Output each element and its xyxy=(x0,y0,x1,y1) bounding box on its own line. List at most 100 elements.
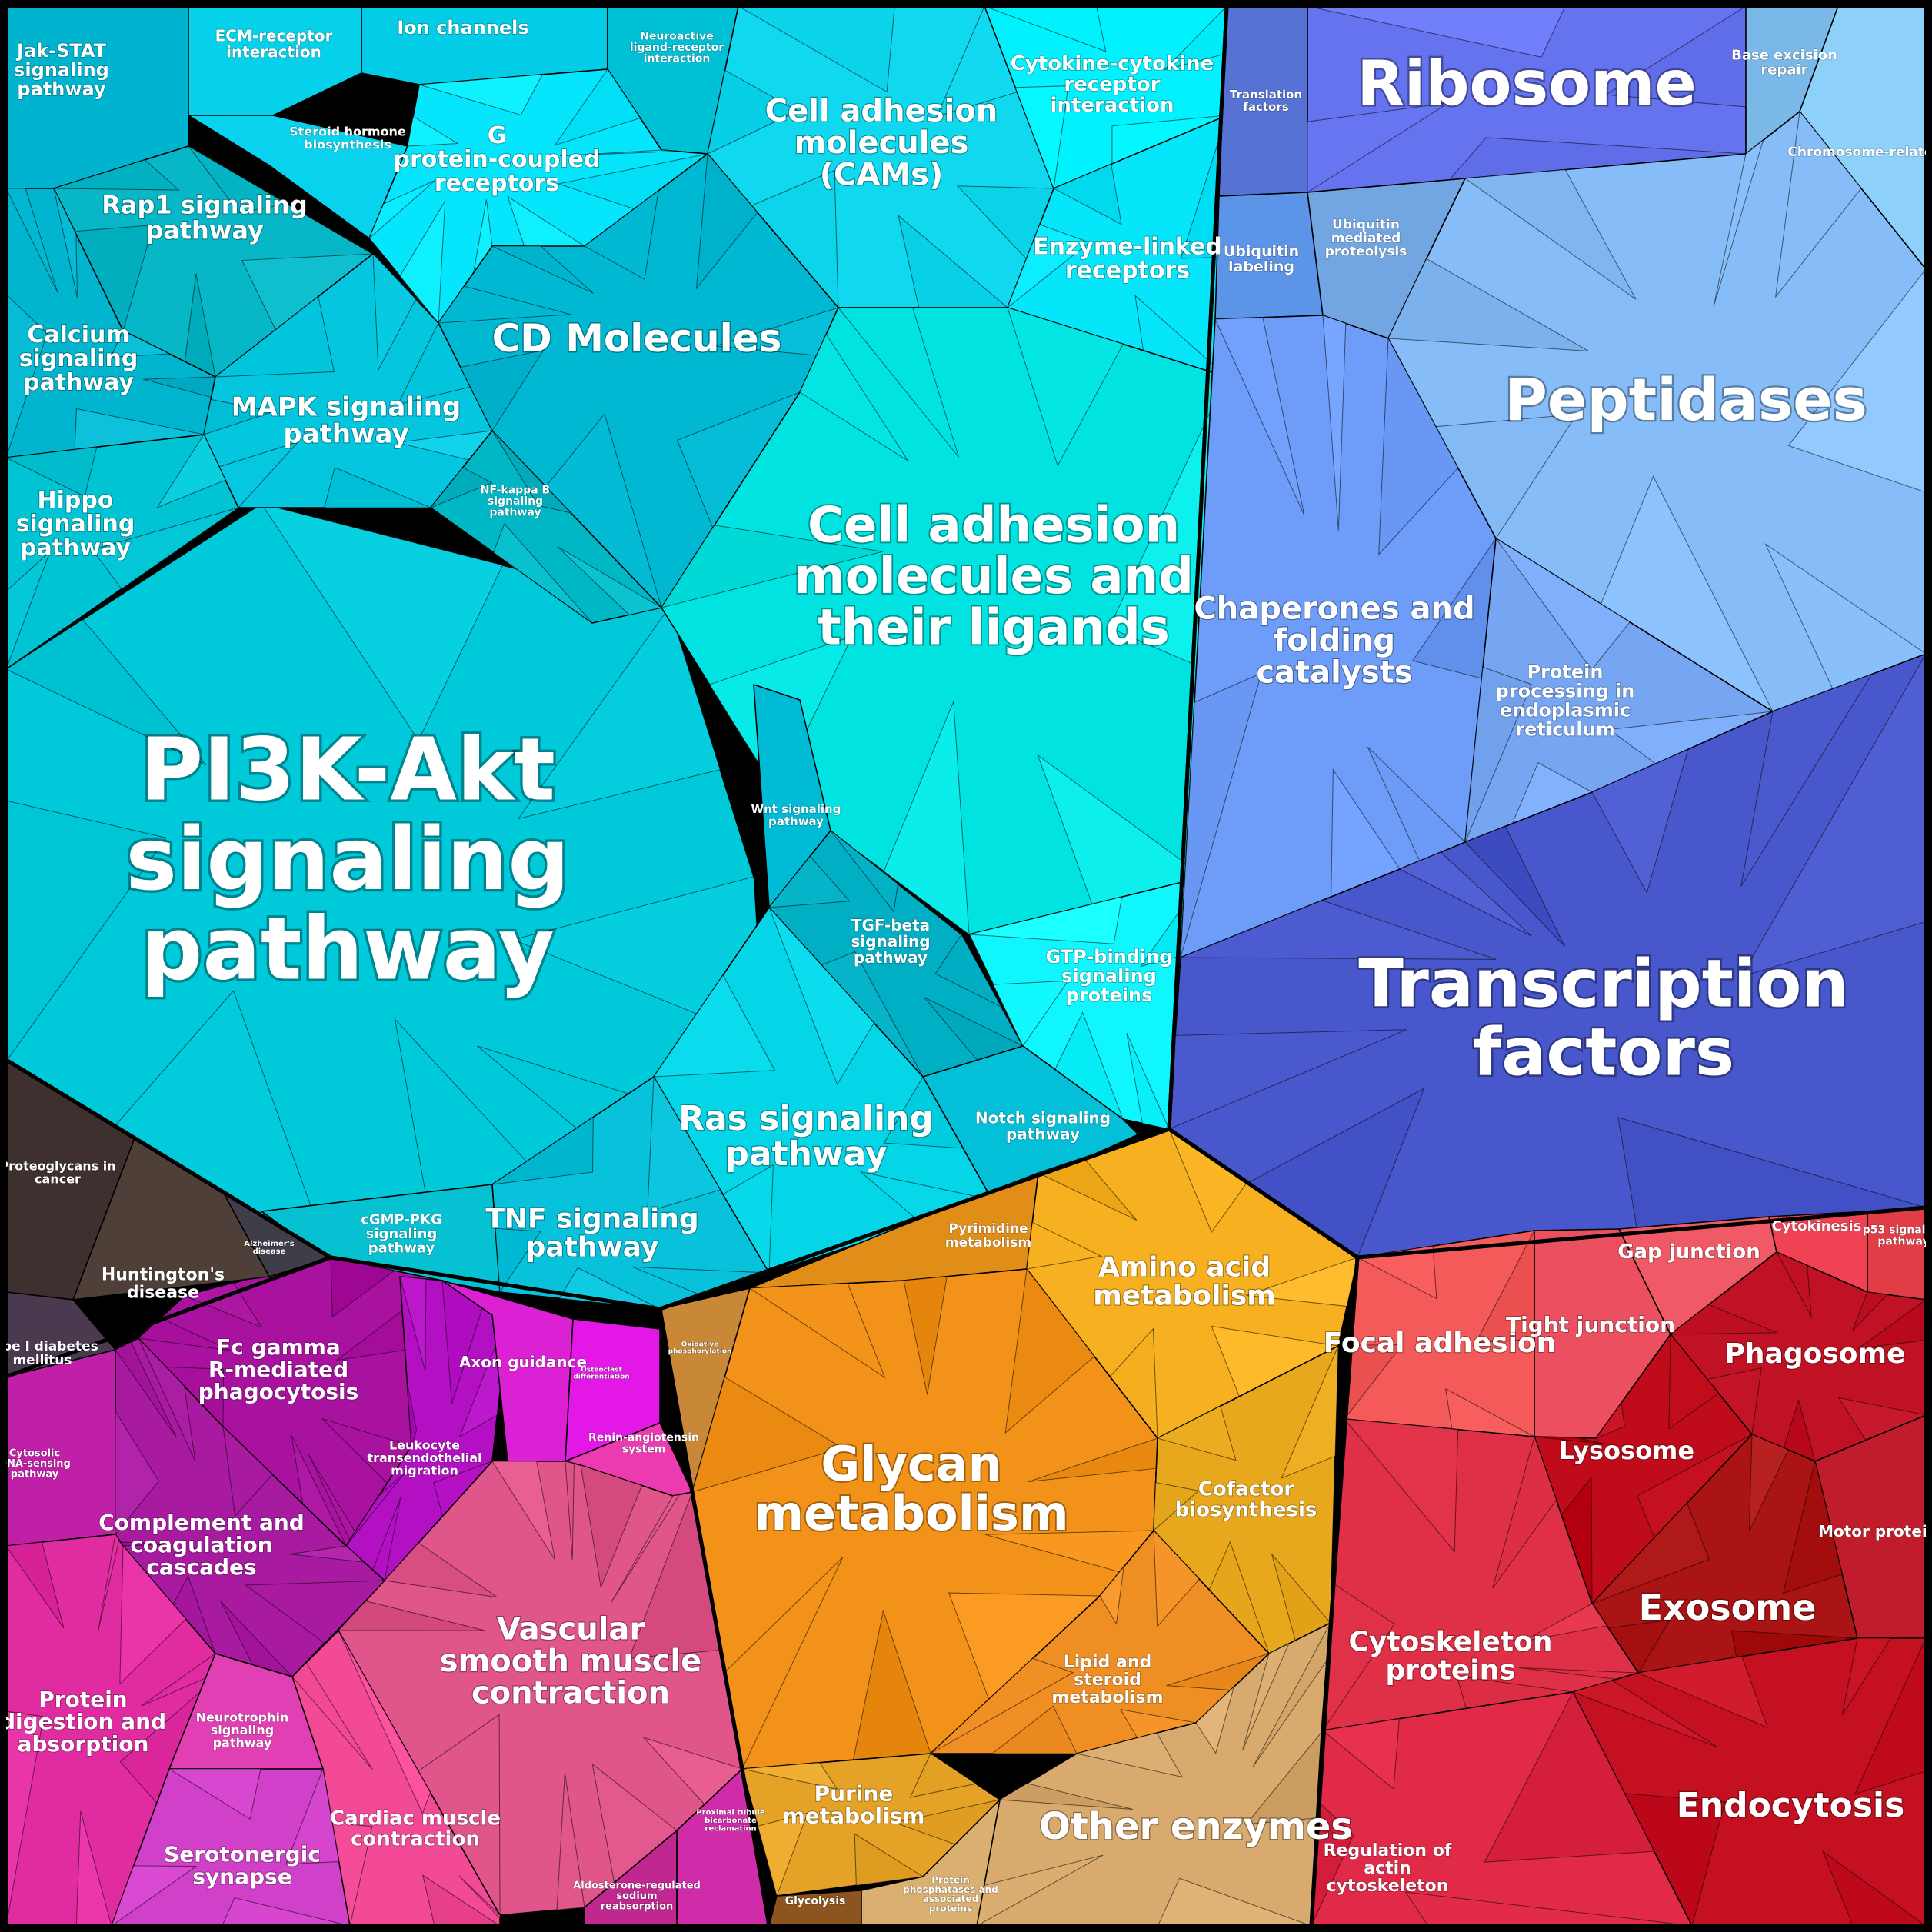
sub-cell xyxy=(1637,1656,1768,1728)
label-vascular-smooth-muscle-contraction: Vascular smooth muscle contraction xyxy=(440,1611,702,1710)
sub-cell xyxy=(554,68,641,146)
sub-cell xyxy=(660,525,883,608)
sub-cell xyxy=(1534,1436,1607,1445)
sub-cell xyxy=(222,1425,274,1517)
label-protein-digestion-and-absorption: Protein digestion and absorption xyxy=(0,1687,166,1757)
label-gap-junction: Gap junction xyxy=(1617,1241,1760,1264)
label-tight-junction: Tight junction xyxy=(1506,1312,1675,1337)
sub-cell xyxy=(495,1227,541,1294)
sub-cell xyxy=(1378,337,1459,556)
sub-cell xyxy=(1322,315,1347,531)
sub-cell xyxy=(1099,1565,1124,1625)
sub-cell xyxy=(909,1753,978,1798)
label-amino-acid-metabolism: Amino acid metabolism xyxy=(1093,1251,1276,1311)
sub-cell xyxy=(5,446,98,498)
sub-cell xyxy=(1321,1718,1400,1790)
label-rap1-signaling-pathway: Rap1 signaling pathway xyxy=(102,190,307,245)
sub-cell xyxy=(557,546,663,615)
label-mapk-signaling-pathway: MAPK signaling pathway xyxy=(232,391,461,449)
sub-cell xyxy=(406,1382,418,1447)
label-phagosome: Phagosome xyxy=(1725,1338,1906,1370)
sub-cell xyxy=(1343,1418,1459,1553)
sub-cell xyxy=(1004,1267,1095,1434)
sub-cell xyxy=(1464,825,1565,947)
sub-cell xyxy=(5,618,207,766)
label-regulation-of-actin-cytoskeleton: Regulation of actin cytoskeleton xyxy=(1324,1841,1452,1896)
label-pi3k-akt-signaling-pathway: PI3K-Akt signaling pathway xyxy=(125,720,569,999)
sub-cell xyxy=(610,1494,681,1604)
sub-cell xyxy=(53,188,78,298)
sub-cell xyxy=(289,1545,365,1563)
sub-cell xyxy=(1591,748,1689,894)
sub-cell xyxy=(337,1601,485,1631)
sub-cell xyxy=(491,245,594,294)
label-glycolysis: Glycolysis xyxy=(785,1895,846,1907)
sub-cell xyxy=(854,1833,924,1886)
label-jak-stat-signaling-pathway: Jak-STAT signaling pathway xyxy=(14,40,109,100)
sub-cell xyxy=(183,1282,263,1328)
sub-cell xyxy=(1126,1033,1170,1130)
label-cytosolic-dna-sensing-pathway: Cytosolic DNA-sensing pathway xyxy=(0,1447,71,1480)
cell-notch-signaling-pathway xyxy=(922,1045,1139,1201)
sub-cell xyxy=(1484,1690,1655,1863)
sub-cell xyxy=(1307,102,1449,193)
sub-cell xyxy=(491,1461,556,1561)
label-osteoclast-differentiation: Osteoclast differentiation xyxy=(573,1366,629,1381)
sub-cell xyxy=(556,1772,585,1910)
sub-cell xyxy=(399,1276,427,1372)
sub-cell xyxy=(119,1544,187,1685)
label-ribosome: Ribosome xyxy=(1357,48,1696,119)
sub-cell xyxy=(330,1257,396,1318)
sub-cell xyxy=(1522,1603,1607,1642)
sub-cell xyxy=(384,1542,498,1598)
sub-cell xyxy=(156,433,226,509)
label-cd-molecules: CD Molecules xyxy=(492,316,782,361)
sub-cell xyxy=(168,1768,261,1820)
cell-protein-phosphatases-and-associated-proteins xyxy=(861,1799,1001,1927)
sub-cell xyxy=(1774,110,1862,298)
cell-p53-signaling-pathway xyxy=(1867,1207,1927,1301)
sub-cell xyxy=(491,430,572,514)
label-steroid-hormone-biosynthesis: Steroid hormone biosynthesis xyxy=(289,124,406,152)
sub-cell xyxy=(203,398,275,435)
label-lysosome: Lysosome xyxy=(1559,1436,1694,1465)
sub-cell xyxy=(214,295,335,378)
label-serotonergic-synapse: Serotonergic synapse xyxy=(164,1841,321,1889)
label-focal-adhesion: Focal adhesion xyxy=(1324,1327,1557,1359)
sub-cell xyxy=(1492,1435,1557,1589)
sub-cell xyxy=(517,606,721,820)
label-gtp-binding-signaling-proteins: GTP-binding signaling proteins xyxy=(1046,946,1173,1006)
sub-cell xyxy=(115,1341,177,1438)
sub-cell xyxy=(768,907,875,1086)
sub-cell xyxy=(748,1283,886,1379)
sub-cell xyxy=(1214,317,1305,516)
sub-cell xyxy=(1180,900,1497,960)
sub-cell xyxy=(695,152,758,290)
sub-cell xyxy=(565,1461,575,1561)
sub-cell xyxy=(741,1762,838,1790)
label-renin-angiotensin-system: Renin-angiotensin system xyxy=(588,1432,699,1456)
label-chromosome-related: Chromosome-related xyxy=(1787,145,1932,160)
sub-cell xyxy=(799,333,909,461)
label-protein-phosphatases-and-associated-proteins: Protein phosphatases and associated protein… xyxy=(903,1874,998,1914)
label-enzyme-linked-receptors: Enzyme-linked receptors xyxy=(1033,233,1222,284)
label-proximal-tubule-bicarbonate-reclamation: Proximal tubule bicarbonate reclamation xyxy=(696,1809,765,1834)
sub-cell xyxy=(1782,1461,1843,1594)
sub-cell xyxy=(110,330,171,358)
label-leukocyte-transendothelial-migration: Leukocyte transendothelial migration xyxy=(367,1437,481,1477)
label-neurotrophin-signaling-pathway: Neurotrophin signaling pathway xyxy=(196,1710,289,1750)
sub-cell xyxy=(757,1812,808,1897)
sub-cell xyxy=(115,1410,160,1536)
sub-cell xyxy=(830,830,898,913)
sub-cell xyxy=(372,252,417,372)
sub-cell xyxy=(930,1657,1074,1754)
label-neuroactive-ligand-receptor-interaction: Neuroactive ligand-receptor interaction xyxy=(630,30,724,65)
sub-cell xyxy=(1180,672,1262,958)
label-cytoskeleton-proteins: Cytoskeleton proteins xyxy=(1349,1626,1553,1686)
sub-cell xyxy=(1076,1732,1184,1778)
sub-cell xyxy=(98,1533,120,1631)
sub-cell xyxy=(285,1767,340,1865)
sub-cell xyxy=(5,188,58,293)
